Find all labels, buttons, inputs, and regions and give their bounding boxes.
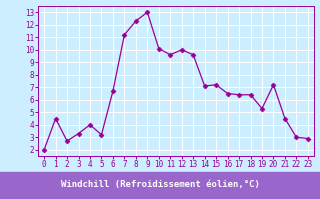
Text: Windchill (Refroidissement éolien,°C): Windchill (Refroidissement éolien,°C) [60, 180, 260, 190]
